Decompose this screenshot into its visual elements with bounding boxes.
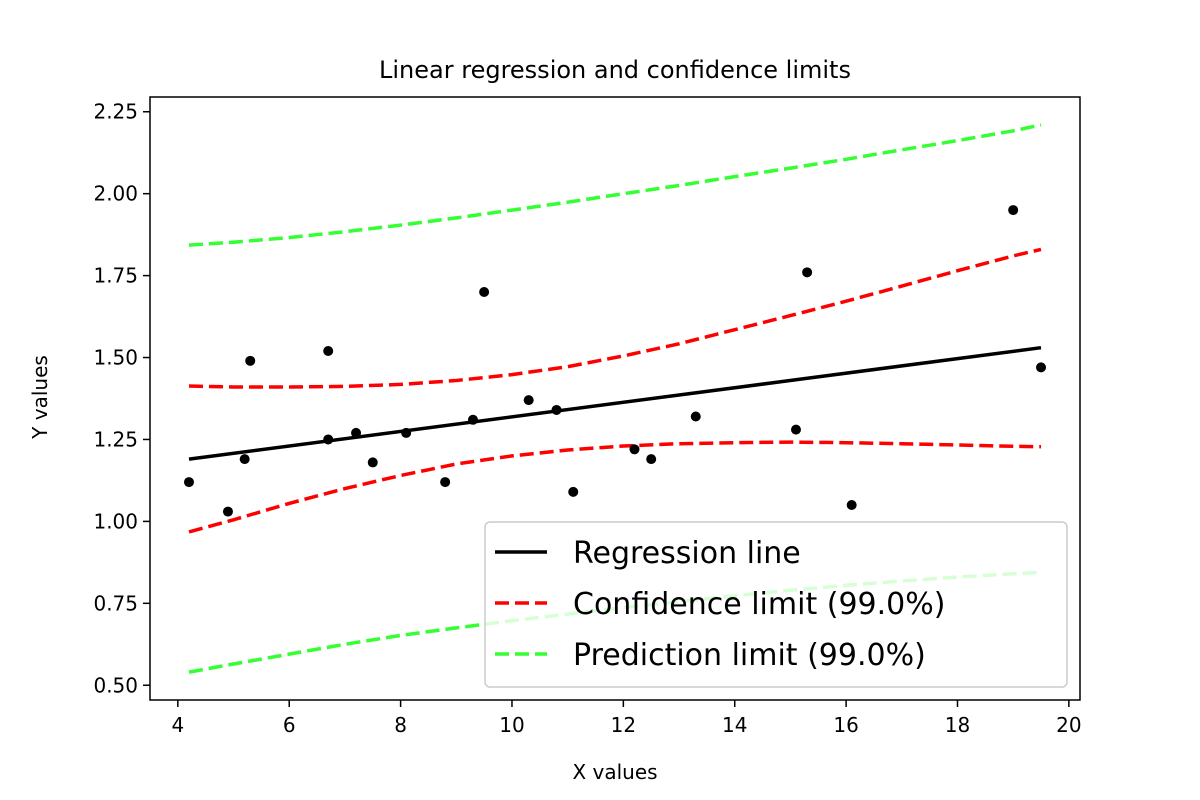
data-point [790,424,801,435]
x-axis-label: X values [572,760,657,784]
y-tick-label: 0.50 [93,673,138,697]
points-layer [183,205,1047,517]
x-tick-label: 8 [394,713,407,737]
x-tick-label: 12 [611,713,636,737]
data-point [690,411,701,422]
data-point [846,500,857,511]
y-tick-label: 2.00 [93,182,138,206]
legend-label: Confidence limit (99.0%) [573,587,945,622]
data-point [1036,362,1047,373]
x-tick-label: 6 [283,713,296,737]
data-point [323,434,334,445]
series-line-3 [188,123,1042,247]
plot-area [183,123,1047,674]
y-tick-label: 0.75 [93,591,138,615]
x-tick-label: 10 [499,713,524,737]
data-point [222,506,233,517]
data-point [367,457,378,468]
data-point [1008,205,1019,216]
data-point [183,477,194,488]
x-tick-label: 4 [171,713,184,737]
data-point [440,477,451,488]
x-tick-label: 16 [833,713,858,737]
legend: Regression line Confidence limit (99.0%) P… [484,521,1068,688]
data-point [467,414,478,425]
data-point [239,454,250,465]
data-point [802,267,813,278]
y-tick-label: 1.25 [93,427,138,451]
y-tick-label: 2.25 [93,100,138,124]
x-tick-label: 20 [1056,713,1081,737]
legend-label: Regression line [573,536,801,571]
y-axis: 0.50 0.75 1.00 1.25 1.50 1.75 2.00 2.25 [93,100,150,697]
data-point [646,454,657,465]
y-tick-label: 1.75 [93,264,138,288]
axes-frame [149,96,1081,701]
y-axis-label: Y values [28,355,52,440]
series-line-1 [188,247,1042,389]
x-tick-label: 14 [722,713,747,737]
legend-label: Prediction limit (99.0%) [573,638,926,673]
data-point [351,427,362,438]
data-point [323,345,334,356]
data-point [523,395,534,406]
y-tick-label: 1.50 [93,346,138,370]
y-tick-label: 1.00 [93,509,138,533]
chart-title: Linear regression and confidence limits [379,56,851,84]
data-point [629,444,640,455]
series-line-2 [188,440,1042,534]
legend-box [484,521,1068,688]
data-point [245,355,256,366]
data-point [568,486,579,497]
data-point [401,427,412,438]
data-point [551,404,562,415]
x-tick-label: 18 [945,713,970,737]
x-axis: 4 6 8 10 12 14 16 18 20 [171,700,1082,737]
data-point [479,286,490,297]
